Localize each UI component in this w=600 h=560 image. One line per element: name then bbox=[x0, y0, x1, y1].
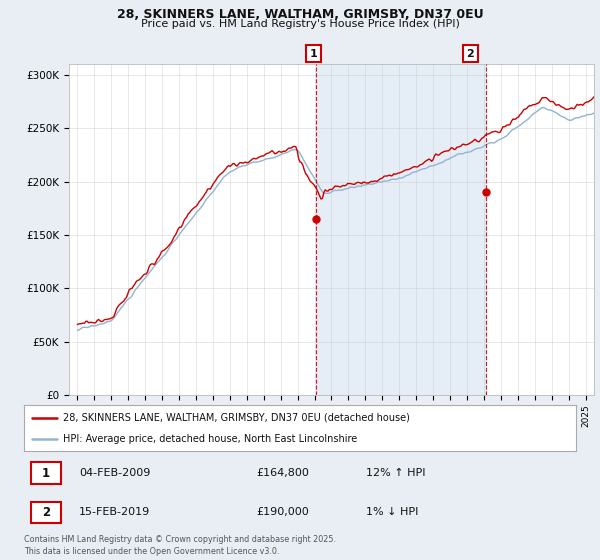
Text: 1: 1 bbox=[310, 49, 317, 59]
Text: 2: 2 bbox=[42, 506, 50, 519]
Text: 15-FEB-2019: 15-FEB-2019 bbox=[79, 507, 151, 517]
Text: 2: 2 bbox=[466, 49, 474, 59]
FancyBboxPatch shape bbox=[31, 462, 61, 484]
Text: Contains HM Land Registry data © Crown copyright and database right 2025.
This d: Contains HM Land Registry data © Crown c… bbox=[24, 535, 336, 556]
Text: 28, SKINNERS LANE, WALTHAM, GRIMSBY, DN37 0EU: 28, SKINNERS LANE, WALTHAM, GRIMSBY, DN3… bbox=[116, 8, 484, 21]
Text: £190,000: £190,000 bbox=[256, 507, 308, 517]
Text: 12% ↑ HPI: 12% ↑ HPI bbox=[366, 468, 426, 478]
Text: HPI: Average price, detached house, North East Lincolnshire: HPI: Average price, detached house, Nort… bbox=[62, 435, 357, 444]
FancyBboxPatch shape bbox=[31, 502, 61, 524]
Text: Price paid vs. HM Land Registry's House Price Index (HPI): Price paid vs. HM Land Registry's House … bbox=[140, 19, 460, 29]
Text: 04-FEB-2009: 04-FEB-2009 bbox=[79, 468, 151, 478]
Text: 1: 1 bbox=[42, 466, 50, 480]
Text: £164,800: £164,800 bbox=[256, 468, 309, 478]
Text: 28, SKINNERS LANE, WALTHAM, GRIMSBY, DN37 0EU (detached house): 28, SKINNERS LANE, WALTHAM, GRIMSBY, DN3… bbox=[62, 413, 410, 423]
Text: 1% ↓ HPI: 1% ↓ HPI bbox=[366, 507, 419, 517]
